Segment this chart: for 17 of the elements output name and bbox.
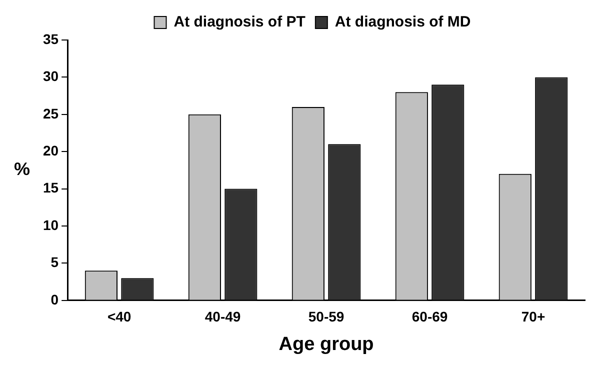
x-tick-label: 50-59 bbox=[308, 308, 344, 325]
x-tick-label: 40-49 bbox=[204, 308, 241, 325]
y-tick-label: 30 bbox=[42, 68, 59, 84]
x-tick-label: <40 bbox=[107, 308, 132, 325]
y-tick-label: 25 bbox=[42, 105, 59, 122]
y-tick-label: 10 bbox=[42, 216, 59, 233]
y-axis-title: % bbox=[14, 159, 30, 180]
y-tick-label: 5 bbox=[50, 254, 59, 270]
legend-label: At diagnosis of PT bbox=[174, 14, 306, 31]
y-tick-label: 35 bbox=[42, 30, 59, 47]
x-tick-label: 70+ bbox=[521, 308, 546, 325]
x-axis-title: Age group bbox=[278, 334, 374, 355]
y-tick-label: 15 bbox=[42, 180, 59, 196]
y-tick-label: 0 bbox=[50, 291, 59, 308]
y-tick-label: 20 bbox=[42, 142, 59, 158]
legend-label: At diagnosis of MD bbox=[334, 14, 471, 31]
x-tick-label: 60-69 bbox=[412, 308, 448, 325]
